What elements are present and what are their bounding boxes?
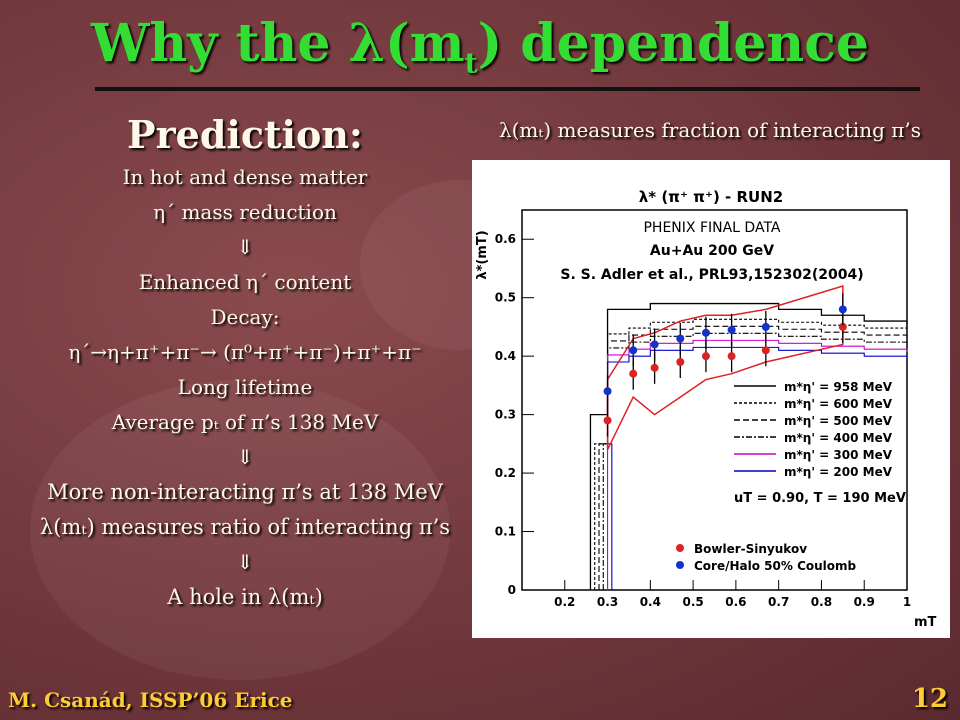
- chart-annotation: PHENIX FINAL DATA Au+Au 200 GeV S. S. Ad…: [560, 220, 863, 283]
- decay-formula: η´→η+π⁺+π⁻→ (π⁰+π⁺+π⁻)+π⁺+π⁻: [68, 340, 422, 364]
- title-divider: [95, 87, 920, 91]
- model-curve: [602, 332, 908, 590]
- data-point: [838, 322, 847, 331]
- y-tick-label: 0.6: [495, 232, 516, 246]
- annotation-line: PHENIX FINAL DATA: [643, 220, 780, 236]
- data-point: [650, 363, 659, 372]
- legend-marker: [676, 561, 684, 569]
- prediction-heading: Prediction:: [127, 112, 363, 157]
- data-point: [629, 346, 638, 355]
- title-subscript: t: [464, 46, 478, 80]
- x-tick-label: 0.5: [682, 595, 703, 609]
- data-point: [603, 387, 612, 396]
- title-end: ) dependence: [477, 13, 869, 74]
- data-point: [727, 325, 736, 334]
- lambda-chart-svg: 0.2 0.3 0.4 0.5 0.6 0.7 0.8 0.9 1 0 0.1 0.2 0.3 0.4 0.…: [475, 188, 937, 630]
- chart-title: λ* (π⁺ π⁺) - RUN2: [639, 188, 783, 206]
- text-line: More non-interacting π’s at 138 MeV: [47, 480, 443, 504]
- annotation-line: Au+Au 200 GeV: [650, 243, 774, 259]
- x-tick-label: 0.6: [725, 595, 746, 609]
- x-tick-label: 0.2: [554, 595, 575, 609]
- title-main: Why the λ(m: [91, 13, 465, 74]
- data-point: [701, 328, 710, 337]
- data-point: [629, 369, 638, 378]
- y-tick-label: 0: [508, 583, 516, 597]
- text-line: Long lifetime: [177, 375, 313, 399]
- x-tick-label: 0.9: [854, 595, 875, 609]
- background-blob: [30, 380, 450, 680]
- lambda-chart: 0.2 0.3 0.4 0.5 0.6 0.7 0.8 0.9 1 0 0.1 0.2 0.3 0.4 0.…: [472, 160, 950, 638]
- legend-label: m*η' = 500 MeV: [784, 414, 893, 428]
- y-axis-label: λ*(mT): [475, 230, 490, 279]
- y-tick-label: 0.2: [495, 466, 516, 480]
- data-point: [676, 334, 685, 343]
- annotation-line: S. S. Adler et al., PRL93,152302(2004): [560, 267, 863, 283]
- text-line: Average pₜ of π’s 138 MeV: [111, 410, 379, 434]
- text-line: Enhanced η´ content: [138, 270, 352, 294]
- prediction-column: Prediction: In hot and dense matter η´ m…: [10, 110, 480, 615]
- model-params: uT = 0.90, T = 190 MeV: [734, 491, 906, 506]
- slide-title: Why the λ(mt) dependence: [0, 14, 960, 93]
- down-arrow: ⇓: [236, 235, 254, 259]
- data-point: [650, 340, 659, 349]
- legend-label: Core/Halo 50% Coulomb: [694, 559, 857, 573]
- plot-frame: [521, 209, 908, 591]
- legend-label: m*η' = 300 MeV: [784, 448, 893, 462]
- text-line: λ(mₜ) measures ratio of interacting π’s: [39, 515, 451, 539]
- y-tick-label: 0.1: [495, 525, 516, 539]
- x-tick-label: 0.4: [640, 595, 661, 609]
- text-line: η´ mass reduction: [153, 200, 337, 224]
- model-curve: [607, 339, 908, 590]
- page-number: 12: [911, 684, 948, 714]
- text-line: A hole in λ(mₜ): [167, 585, 323, 609]
- text-line: In hot and dense matter: [122, 165, 368, 189]
- down-arrow: ⇓: [236, 445, 254, 469]
- legend-marker: [676, 544, 684, 552]
- legend-label: m*η' = 400 MeV: [784, 431, 893, 445]
- x-tick-label: 0.8: [811, 595, 832, 609]
- data-point: [603, 416, 612, 425]
- legend-label: m*η' = 958 MeV: [784, 380, 893, 394]
- x-tick-label: 0.7: [768, 595, 789, 609]
- legend-label: m*η' = 600 MeV: [784, 397, 893, 411]
- y-tick-label: 0.3: [495, 408, 516, 422]
- model-curve: [598, 325, 908, 590]
- chart-caption: λ(mₜ) measures fraction of interacting π…: [498, 118, 922, 142]
- y-tick-label: 0.5: [495, 291, 516, 305]
- data-point: [676, 358, 685, 366]
- data-point: [727, 352, 736, 361]
- x-tick-label: 0.3: [597, 595, 618, 609]
- data-point: [761, 346, 770, 355]
- down-arrow: ⇓: [236, 550, 254, 574]
- y-tick-label: 0.4: [495, 349, 516, 363]
- data-point: [701, 352, 710, 361]
- data-point: [761, 322, 770, 331]
- systematic-band: [606, 284, 844, 451]
- x-tick-label: 1: [903, 595, 911, 609]
- x-axis-label: mT: [914, 615, 937, 630]
- text-line: Decay:: [210, 305, 280, 329]
- legend-label: Bowler-Sinyukov: [694, 542, 807, 556]
- footer-author: M. Csanád, ISSP’06 Erice: [8, 688, 293, 712]
- legend-label: m*η' = 200 MeV: [784, 465, 893, 479]
- data-point: [838, 305, 847, 314]
